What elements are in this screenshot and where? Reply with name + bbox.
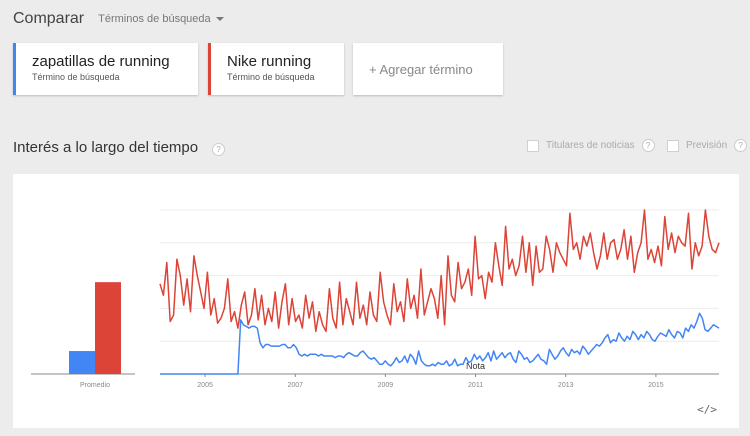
caret-down-icon [215,17,224,21]
average-label: Promedio [80,382,110,389]
series-line [159,209,720,333]
add-term-button[interactable]: + Agregar término [353,43,503,95]
news-headlines-label: Titulares de noticias [546,140,635,151]
x-tick-label: 2013 [558,382,574,389]
average-bar [69,351,95,374]
average-bar [95,282,121,374]
x-tick-label: 2005 [197,382,213,389]
term-name: Nike running [227,53,312,70]
news-headlines-checkbox[interactable] [527,139,539,152]
term-name: zapatillas de running [32,53,170,70]
line-chart-svg: Promedio 2005 2007 2009 2011 2013 2015 Nota [31,209,720,389]
dropdown-label: Términos de búsqueda [98,13,211,25]
forecast-checkbox[interactable] [667,139,679,152]
forecast-option[interactable]: Previsión ? [667,139,748,152]
section-title: Interés a lo largo del tiempo [13,139,199,156]
news-headlines-option[interactable]: Titulares de noticias ? [527,139,655,152]
interest-over-time-chart: Promedio 2005 2007 2009 2011 2013 2015 Nota </> [13,174,739,428]
search-terms-dropdown[interactable]: Términos de búsqueda [98,13,224,25]
x-tick-label: 2015 [648,382,664,389]
term-subtitle: Término de búsqueda [32,72,120,82]
add-term-label: + Agregar término [369,62,473,77]
help-icon[interactable]: ? [641,139,655,152]
series-line [160,312,720,375]
chart-annotation: Nota [466,361,485,371]
x-tick-label: 2007 [287,382,303,389]
page-title: Comparar [13,10,85,27]
section-header: Interés a lo largo del tiempo ? [13,139,226,156]
x-tick-label: 2009 [378,382,394,389]
help-icon[interactable]: ? [212,143,226,156]
term-card-nike[interactable]: Nike running Término de búsqueda [208,43,344,95]
term-card-zapatillas[interactable]: zapatillas de running Término de búsqued… [13,43,198,95]
embed-code-icon[interactable]: </> [697,403,717,416]
top-bar: Comparar Términos de búsqueda [13,8,224,30]
x-tick-label: 2011 [468,382,483,389]
term-subtitle: Término de búsqueda [227,72,315,82]
forecast-label: Previsión [686,140,728,151]
help-icon[interactable]: ? [734,139,748,152]
